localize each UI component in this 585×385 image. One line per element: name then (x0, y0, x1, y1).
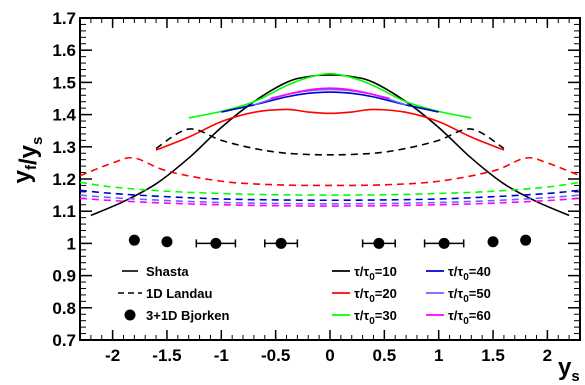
x-tick-label: 1 (434, 346, 443, 365)
legend-model-label: Shasta (146, 264, 189, 279)
x-tick-label: 0.5 (373, 346, 397, 365)
y-tick-label: 1.7 (52, 9, 76, 28)
x-tick-label: 1.5 (481, 346, 505, 365)
shasta-tau-20-line (155, 108, 505, 151)
legend-tau-label: τ/τ0=40 (448, 264, 491, 283)
series-layer (79, 72, 581, 217)
bjorken-point (438, 237, 450, 249)
y-tick-label: 0.7 (52, 331, 76, 350)
landau-tau-40-line (79, 189, 581, 202)
legend-tau-label: τ/τ0=30 (354, 308, 397, 327)
legend-model-label: 3+1D Bjorken (146, 308, 230, 323)
x-tick-label: 2 (543, 346, 552, 365)
landau-tau-20-line (79, 156, 581, 187)
x-tick-label: -1 (214, 346, 229, 365)
legend-model-label: 1D Landau (146, 286, 213, 301)
x-tick-label: -1.5 (152, 346, 181, 365)
y-tick-label: 1.1 (52, 202, 76, 221)
axes: -2 -1.5 -1 -0.5 0 0.5 1 1.5 2 0.7 0.8 0.9 1 1.1 1.2 1.3… (52, 9, 581, 365)
legend-tau-label: τ/τ0=10 (354, 264, 397, 283)
legend-bjorken-swatch (124, 309, 136, 321)
legend-tau-label: τ/τ0=20 (354, 286, 397, 305)
x-tick-label: 0 (325, 346, 334, 365)
y-tick-label: 1.4 (52, 106, 76, 125)
bjorken-point (487, 236, 499, 248)
y-tick-label: 0.8 (52, 299, 76, 318)
y-axis-title: yf/ys (9, 137, 46, 184)
y-tick-label: 1.3 (52, 138, 76, 157)
landau-tau-10-line (155, 128, 505, 156)
legend-tau-label: τ/τ0=50 (448, 286, 491, 305)
x-tick-label: -0.5 (261, 346, 290, 365)
legend-tau-label: τ/τ0=60 (448, 308, 491, 327)
bjorken-point (210, 237, 222, 249)
x-axis-title: ys (558, 354, 580, 385)
y-tick-label: 0.9 (52, 267, 76, 286)
shasta-tau-30-line (188, 72, 472, 119)
bjorken-point (520, 234, 532, 246)
y-tick-label: 1.6 (52, 41, 76, 60)
y-tick-label: 1 (67, 234, 76, 253)
y-tick-label: 1.5 (52, 73, 76, 92)
points-layer (128, 234, 532, 249)
legend: Shasta 1D Landau 3+1D Bjorken τ/τ0=10 τ/τ0=2… (118, 264, 491, 327)
y-tick-label: 1.2 (52, 170, 76, 189)
shasta-tau-60-line (270, 87, 390, 100)
bjorken-point (373, 237, 385, 249)
x-tick-label: -2 (105, 346, 120, 365)
shasta-tau-10-line (90, 74, 570, 217)
bjorken-point (161, 236, 173, 248)
bjorken-point (128, 234, 140, 246)
bjorken-point (275, 237, 287, 249)
